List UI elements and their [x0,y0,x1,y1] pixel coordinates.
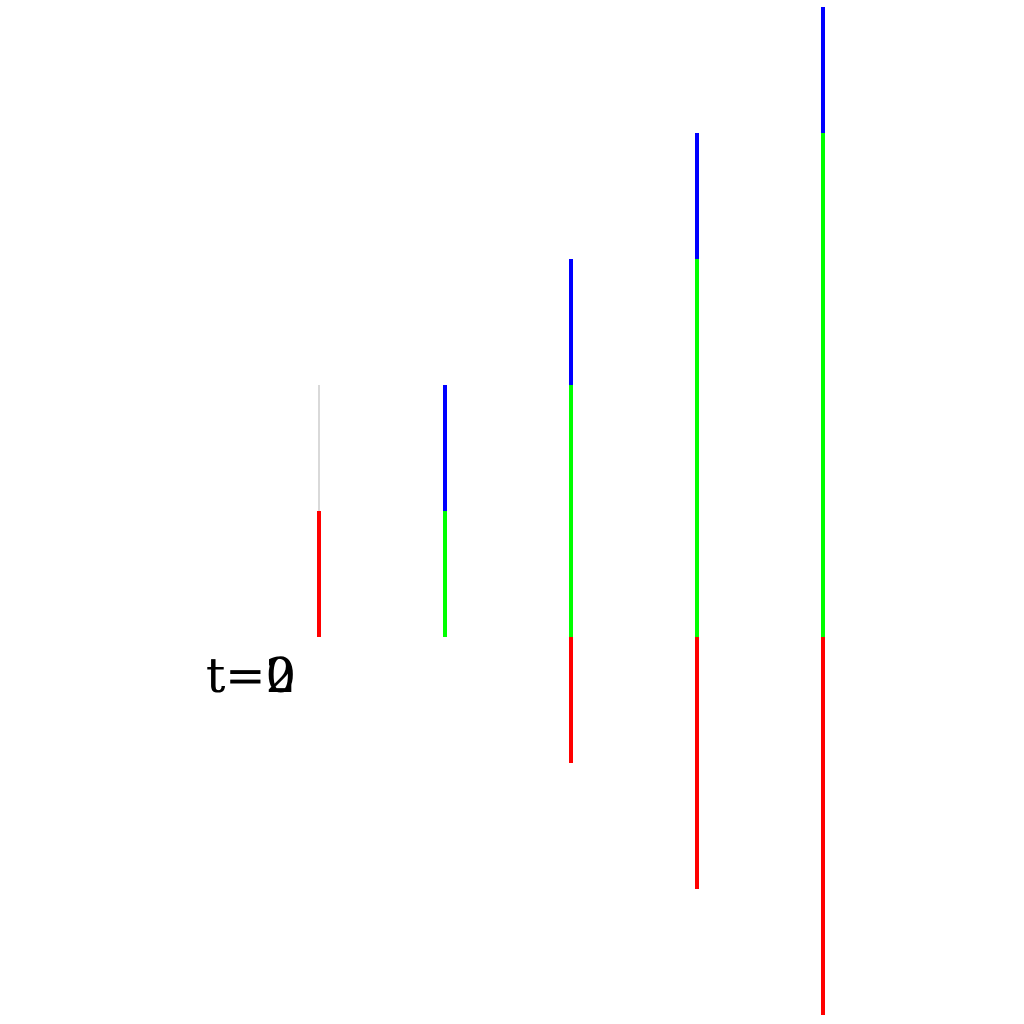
time-label-a: t=0 [206,648,296,704]
bars-group [317,7,825,1015]
time-label-b: t=2 [206,648,296,704]
